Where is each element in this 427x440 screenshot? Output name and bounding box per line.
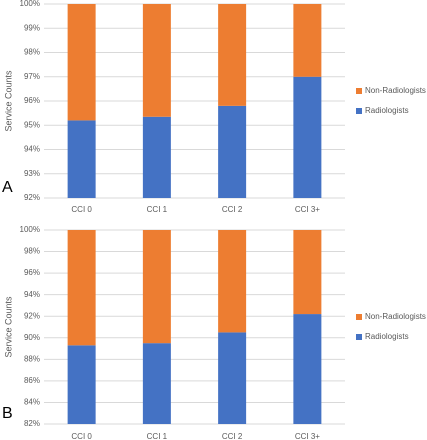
- y-tick-label: 92%: [24, 311, 40, 320]
- y-tick-label: 98%: [24, 247, 40, 256]
- y-tick-label: 88%: [24, 354, 40, 363]
- bar-segment: [218, 332, 247, 424]
- y-tick-label: 92%: [24, 193, 40, 202]
- x-tick-label: CCI 3+: [295, 432, 320, 440]
- y-tick-label: 84%: [24, 398, 40, 407]
- y-tick-label: 99%: [24, 23, 40, 32]
- bar-segment: [218, 230, 247, 333]
- y-tick-label: 86%: [24, 376, 40, 385]
- panel-label: B: [2, 405, 13, 422]
- x-tick-label: CCI 2: [222, 205, 243, 214]
- x-tick-label: CCI 1: [147, 205, 168, 214]
- legend-label: Non-Radiologists: [365, 86, 426, 95]
- y-tick-label: 94%: [24, 145, 40, 154]
- bar-segment: [293, 230, 322, 315]
- bar-segment: [142, 343, 171, 424]
- bar-segment: [293, 4, 322, 77]
- bar-segment: [218, 4, 247, 106]
- y-tick-label: 96%: [24, 96, 40, 105]
- bar-segment: [67, 120, 96, 198]
- y-tick-label: 90%: [24, 333, 40, 342]
- legend-swatch: [356, 108, 362, 114]
- y-tick-label: 95%: [24, 120, 40, 129]
- y-tick-label: 96%: [24, 268, 40, 277]
- bar-segment: [293, 76, 322, 198]
- y-tick-label: 82%: [24, 419, 40, 428]
- bar-segment: [142, 4, 171, 117]
- panel-label: A: [2, 179, 13, 196]
- bar-segment: [67, 4, 96, 121]
- legend-swatch: [356, 88, 362, 94]
- y-axis-label: Service Counts: [3, 296, 13, 358]
- legend-swatch: [356, 334, 362, 340]
- x-tick-label: CCI 0: [71, 205, 92, 214]
- legend-swatch: [356, 314, 362, 320]
- bar-segment: [293, 314, 322, 424]
- y-tick-label: 97%: [24, 72, 40, 81]
- y-tick-label: 93%: [24, 169, 40, 178]
- y-tick-label: 100%: [20, 225, 40, 234]
- x-tick-label: CCI 1: [147, 432, 168, 440]
- x-tick-label: CCI 2: [222, 432, 243, 440]
- x-tick-label: CCI 0: [71, 432, 92, 440]
- legend-label: Radiologists: [365, 106, 409, 115]
- legend-label: Radiologists: [365, 332, 409, 341]
- bar-segment: [218, 105, 247, 198]
- y-axis-label: Service Counts: [3, 70, 13, 132]
- x-tick-label: CCI 3+: [295, 205, 320, 214]
- bar-segment: [67, 230, 96, 346]
- bar-segment: [67, 345, 96, 424]
- bar-segment: [142, 116, 171, 198]
- legend-label: Non-Radiologists: [365, 312, 426, 321]
- y-tick-label: 98%: [24, 48, 40, 57]
- y-tick-label: 94%: [24, 290, 40, 299]
- y-tick-label: 100%: [20, 0, 40, 8]
- bar-segment: [142, 230, 171, 344]
